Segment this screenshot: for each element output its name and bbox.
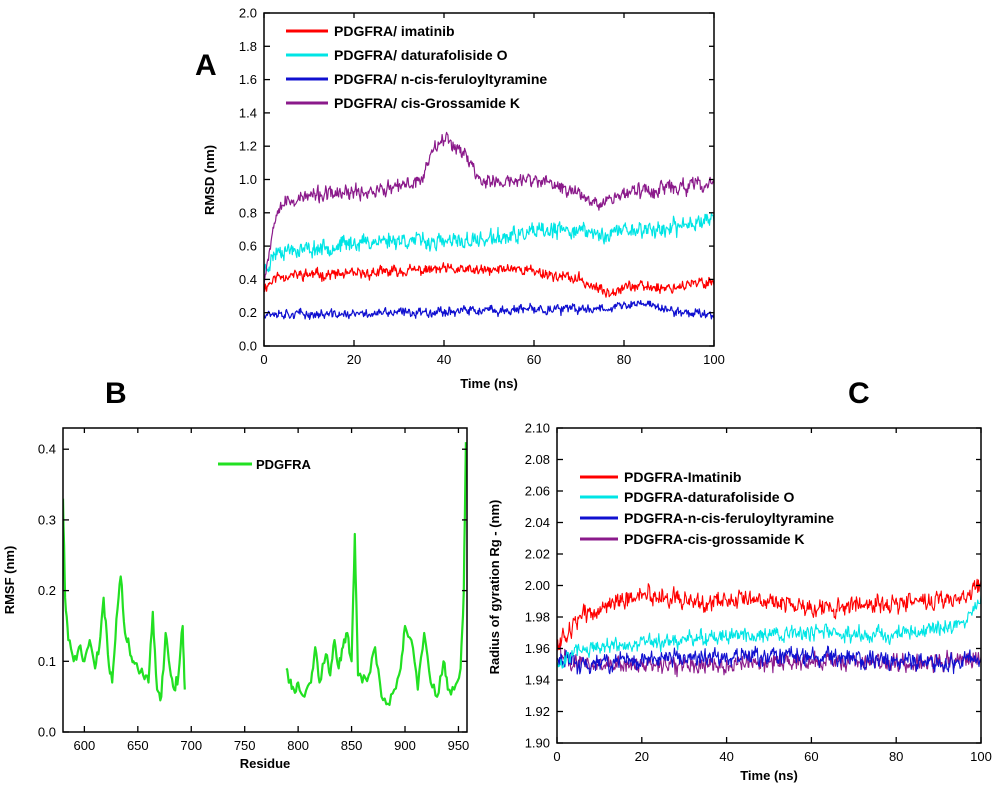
x-tick-label: 20	[347, 352, 361, 367]
x-tick-label: 800	[287, 738, 309, 753]
y-tick-label: 2.04	[525, 515, 550, 530]
y-tick-label: 1.0	[239, 172, 257, 187]
panel-c-x-label: Time (ns)	[740, 768, 798, 783]
legend-label-feruloyltyramine: PDGFRA/ n-cis-feruloyltyramine	[334, 71, 547, 87]
x-tick-label: 80	[889, 749, 903, 764]
panel-c-rg-chart: C 0 20 40 60 80 100 1.90 1.92 1.94 1.96 1.98 2.00 2.…	[487, 377, 992, 783]
y-tick-label: 1.96	[525, 641, 550, 656]
series-line-c-1	[557, 645, 981, 675]
x-tick-label: 20	[635, 749, 649, 764]
series-line-c-3	[557, 578, 981, 651]
x-tick-label: 80	[617, 352, 631, 367]
x-tick-label: 850	[341, 738, 363, 753]
x-tick-label: 650	[127, 738, 149, 753]
y-tick-label: 2.10	[525, 421, 550, 436]
y-tick-label: 1.6	[239, 72, 257, 87]
x-tick-label: 0	[553, 749, 560, 764]
x-tick-label: 40	[437, 352, 451, 367]
panel-a-x-label: Time (ns)	[460, 376, 518, 391]
legend-label-c-daturafoliside: PDGFRA-daturafoliside O	[624, 489, 794, 505]
legend-label-c-imatinib: PDGFRA-Imatinib	[624, 469, 741, 485]
x-tick-label: 600	[74, 738, 96, 753]
legend-label-c-grossamide: PDGFRA-cis-grossamide K	[624, 531, 804, 547]
y-tick-label: 2.0	[239, 6, 257, 21]
panel-a-y-label: RMSD (nm)	[202, 145, 217, 215]
x-tick-label: 0	[260, 352, 267, 367]
series-line-b-0-seg1	[285, 442, 467, 707]
panel-b-plot-area	[63, 442, 467, 707]
y-tick-label: 0.0	[239, 339, 257, 354]
panel-a-rmsd-chart: A 0 20 40 60 80 100 0.0 0.2 0.4 0.6 0.8 1.0 1.2 1.4 1.…	[195, 6, 725, 392]
y-tick-label: 0.6	[239, 239, 257, 254]
legend-label-imatinib: PDGFRA/ imatinib	[334, 23, 455, 39]
panel-c-ticks: 0 20 40 60 80 100 1.90 1.92 1.94 1.96 1.98 2.00 2.02…	[525, 421, 992, 765]
x-tick-label: 700	[180, 738, 202, 753]
series-line-a-0	[264, 262, 714, 298]
y-tick-label: 0.2	[239, 305, 257, 320]
panel-b-rmsf-chart: B 600 650 700 750 800 850 900 950 0.0 0.1 0.2 0.3 0.…	[2, 377, 469, 771]
y-tick-label: 2.02	[525, 547, 550, 562]
y-tick-label: 1.8	[239, 39, 257, 54]
panel-b-x-label: Residue	[240, 756, 291, 771]
legend-label-daturafoliside: PDGFRA/ daturafoliside O	[334, 47, 508, 63]
y-tick-label: 0.3	[38, 512, 56, 527]
legend-label-c-feruloyltyramine: PDGFRA-n-cis-feruloyltyramine	[624, 510, 834, 526]
series-line-b-0-seg0	[63, 498, 186, 702]
y-tick-label: 2.08	[525, 452, 550, 467]
panel-a-plot-area	[264, 131, 714, 320]
x-tick-label: 750	[234, 738, 256, 753]
series-line-c-2	[557, 595, 981, 669]
panel-b-ticks: 600 650 700 750 800 850 900 950 0.0 0.1 0.2 0.3 0.4	[38, 428, 469, 753]
panel-b-y-label: RMSF (nm)	[2, 546, 17, 615]
y-tick-label: 1.92	[525, 704, 550, 719]
panel-c-legend: PDGFRA-Imatinib PDGFRA-daturafoliside O …	[580, 469, 834, 547]
x-tick-label: 100	[703, 352, 725, 367]
panel-b-frame	[62, 427, 468, 733]
x-tick-label: 60	[804, 749, 818, 764]
y-tick-label: 1.98	[525, 610, 550, 625]
x-tick-label: 900	[394, 738, 416, 753]
panel-label-b: B	[105, 377, 127, 410]
x-tick-label: 60	[527, 352, 541, 367]
x-tick-label: 950	[448, 738, 470, 753]
y-tick-label: 2.00	[525, 578, 550, 593]
panel-label-a: A	[195, 49, 217, 82]
y-tick-label: 0.1	[38, 654, 56, 669]
series-line-a-2	[264, 300, 714, 320]
series-line-a-3	[264, 131, 714, 285]
x-tick-label: 100	[970, 749, 992, 764]
y-tick-label: 1.94	[525, 673, 550, 688]
y-tick-label: 1.90	[525, 736, 550, 751]
panel-a-legend: PDGFRA/ imatinib PDGFRA/ daturafoliside …	[286, 23, 547, 111]
y-tick-label: 1.4	[239, 105, 257, 120]
legend-label-grossamide: PDGFRA/ cis-Grossamide K	[334, 95, 520, 111]
legend-label-pdgfra: PDGFRA	[256, 457, 312, 472]
y-tick-label: 0.0	[38, 725, 56, 740]
series-line-a-1	[264, 212, 714, 276]
y-tick-label: 0.2	[38, 583, 56, 598]
panel-c-y-label: Radius of gyration Rg - (nm)	[487, 500, 502, 675]
y-tick-label: 0.4	[38, 442, 56, 457]
y-tick-label: 1.2	[239, 139, 257, 154]
y-tick-label: 0.4	[239, 272, 257, 287]
panel-c-frame	[556, 427, 982, 744]
y-tick-label: 2.06	[525, 484, 550, 499]
x-tick-label: 40	[719, 749, 733, 764]
panel-a-ticks: 0 20 40 60 80 100 0.0 0.2 0.4 0.6 0.8 1.0 1.2 1.4 1.6 1…	[239, 6, 725, 368]
panel-label-c: C	[848, 377, 870, 410]
panel-b-legend: PDGFRA	[218, 457, 312, 472]
panel-c-plot-area	[557, 578, 981, 678]
y-tick-label: 0.8	[239, 205, 257, 220]
